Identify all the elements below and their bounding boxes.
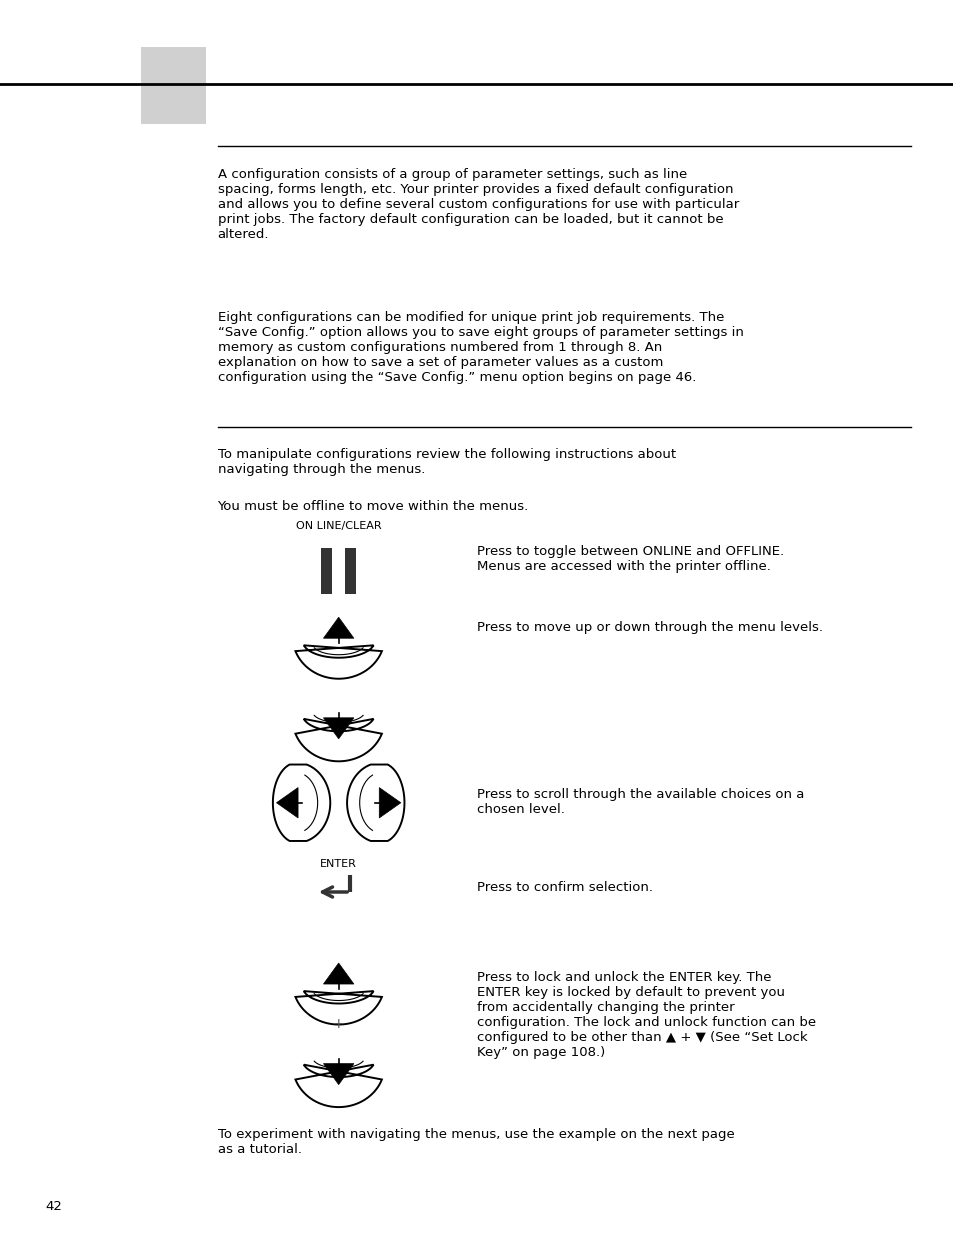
Text: Press to toggle between ONLINE and OFFLINE.
Menus are accessed with the printer : Press to toggle between ONLINE and OFFLI…	[476, 546, 783, 573]
Text: Press to move up or down through the menu levels.: Press to move up or down through the men…	[476, 621, 822, 635]
Text: +: +	[333, 1016, 344, 1031]
Text: A configuration consists of a group of parameter settings, such as line
spacing,: A configuration consists of a group of p…	[217, 168, 738, 241]
Text: Press to scroll through the available choices on a
chosen level.: Press to scroll through the available ch…	[476, 788, 803, 816]
Text: To manipulate configurations review the following instructions about
navigating : To manipulate configurations review the …	[217, 448, 675, 477]
Polygon shape	[323, 618, 354, 638]
Polygon shape	[323, 963, 354, 984]
Text: To experiment with navigating the menus, use the example on the next page
as a t: To experiment with navigating the menus,…	[217, 1128, 734, 1156]
Text: ENTER: ENTER	[320, 860, 356, 869]
Text: ON LINE/CLEAR: ON LINE/CLEAR	[295, 521, 381, 531]
Bar	[321, 548, 332, 594]
Text: Press to lock and unlock the ENTER key. The
ENTER key is locked by default to pr: Press to lock and unlock the ENTER key. …	[476, 971, 815, 1058]
Text: Eight configurations can be modified for unique print job requirements. The
“Sav: Eight configurations can be modified for…	[217, 311, 742, 384]
Text: Press to confirm selection.: Press to confirm selection.	[476, 882, 652, 894]
Polygon shape	[323, 1063, 354, 1084]
Text: You must be offline to move within the menus.: You must be offline to move within the m…	[217, 500, 528, 514]
Bar	[345, 548, 355, 594]
Polygon shape	[276, 788, 297, 818]
Polygon shape	[323, 718, 354, 739]
Bar	[141, 47, 206, 124]
Text: 42: 42	[46, 1200, 63, 1214]
Polygon shape	[379, 788, 400, 818]
